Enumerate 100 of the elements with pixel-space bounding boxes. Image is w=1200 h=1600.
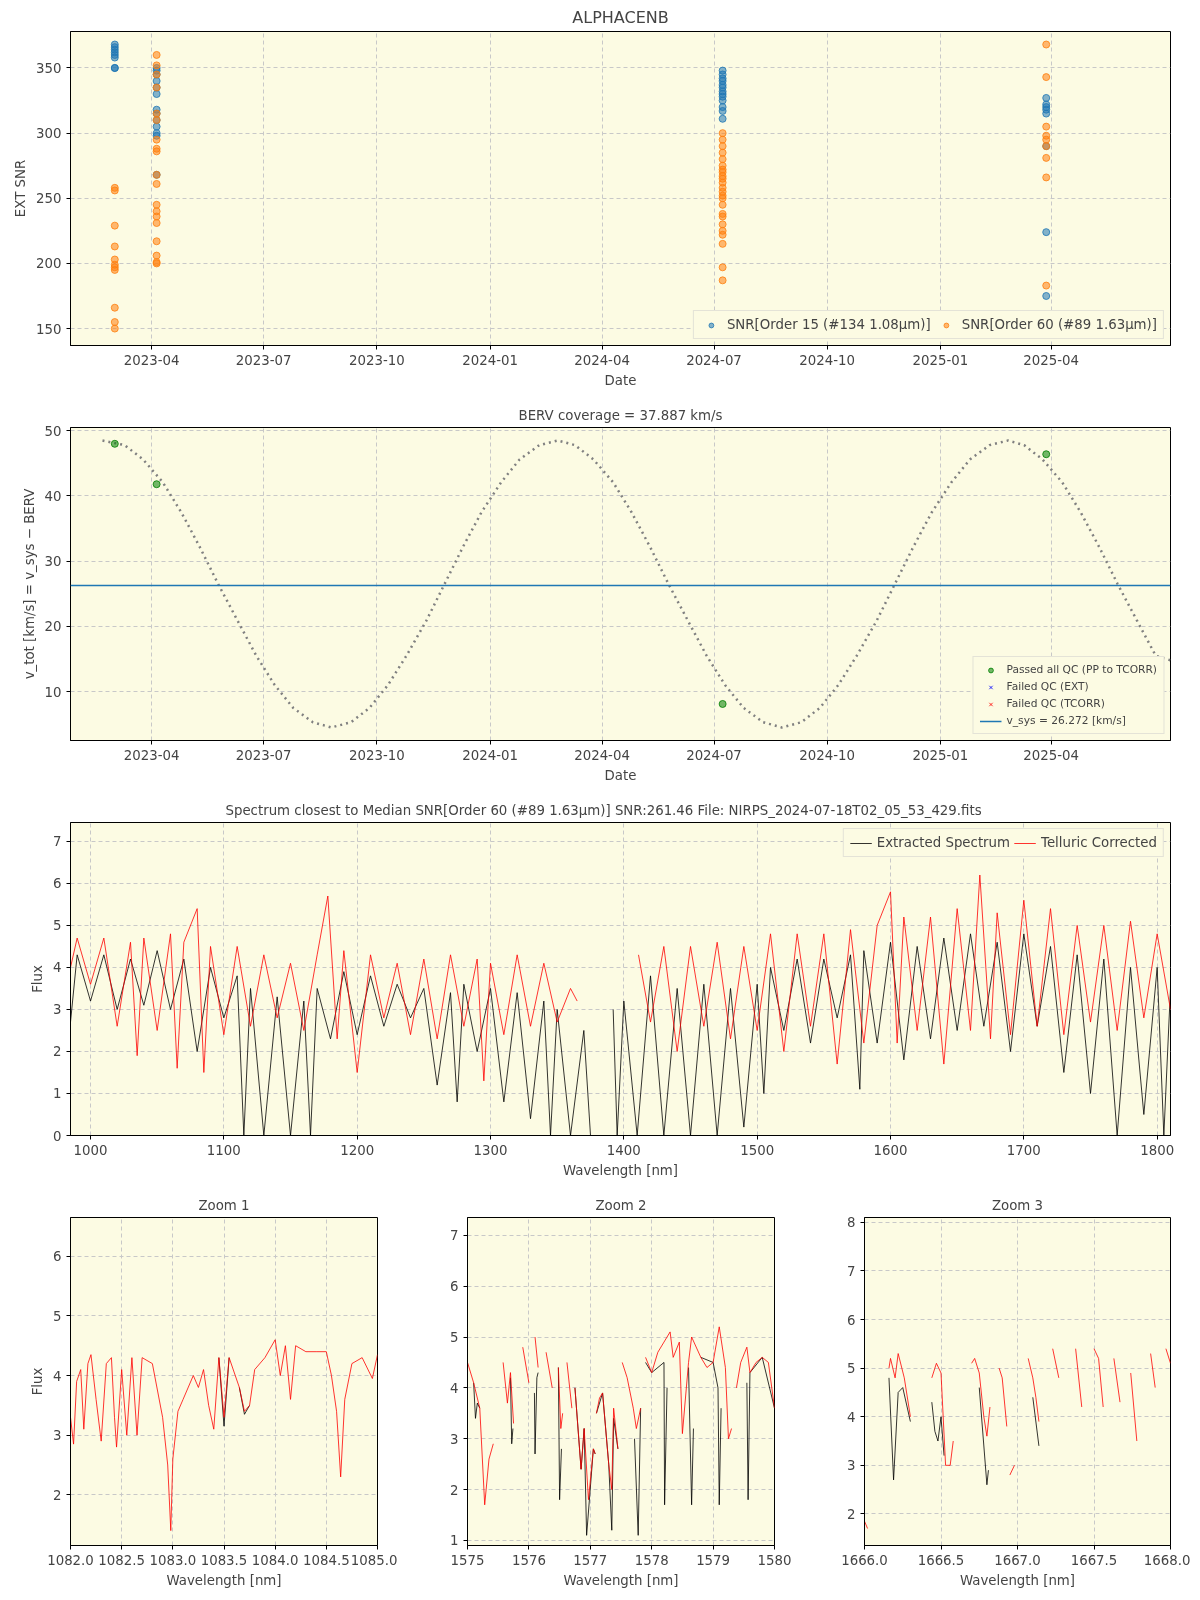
y-tick-label: 300	[36, 126, 62, 142]
chart-title: Spectrum closest to Median SNR[Order 60 (#89 1.63μm)] SNR:261.46 File: NIRPS_2024-07-18T02_05_53_429.fits	[225, 802, 982, 818]
y-tick-label: 3	[53, 1428, 62, 1444]
y-tick-label: 5	[450, 1330, 459, 1345]
x-axis-title: Wavelength [nm]	[959, 1572, 1076, 1588]
y-tick-label: 1	[450, 1533, 459, 1549]
y-tick-label: 5	[53, 1308, 62, 1324]
y-tick-label: 30	[44, 554, 62, 570]
x-tick-label: 2024-10	[799, 352, 856, 368]
x-tick-label: 1084.5	[303, 1552, 350, 1568]
x-tick-label: 2024-07	[686, 747, 742, 763]
chart-title: Zoom 3	[991, 1197, 1044, 1213]
y-tick-label: 7	[450, 1228, 459, 1244]
x-tick-label: 2025-01	[912, 747, 969, 763]
legend-label: Telluric Corrected	[1041, 835, 1157, 850]
x-tick-label: 2023-04	[123, 747, 180, 763]
x-tick-label: 1577	[573, 1552, 608, 1568]
x-tick-label: 2024-10	[799, 747, 856, 763]
x-tick-label: 1667.5	[1070, 1552, 1118, 1568]
point	[152, 90, 161, 99]
y-tick-label: 3	[847, 1458, 856, 1474]
y-tick-label: 1	[53, 1086, 62, 1102]
x-tick-label: 1668.0	[1143, 1552, 1191, 1568]
legend-label: Failed QC (EXT)	[1006, 680, 1089, 693]
y-tick-label: 7	[847, 1263, 856, 1279]
y-axis-title: v_tot [km/s] = v_sys − BERV	[21, 488, 37, 680]
x-axis-title: Wavelength [nm]	[563, 1572, 679, 1588]
x-tick-label: 2025-01	[912, 352, 969, 368]
y-tick-label: 2	[53, 1044, 62, 1060]
y-tick-label: 4	[450, 1380, 459, 1396]
point	[718, 114, 727, 123]
y-tick-label: 5	[53, 918, 62, 934]
x-axis-title: Date	[604, 767, 637, 783]
x-tick-label: 2024-01	[462, 352, 518, 368]
x-tick-label: 2025-04	[1023, 352, 1080, 368]
x-tick-label: 1575	[450, 1552, 485, 1568]
y-tick-label: 6	[53, 1249, 62, 1265]
chart-title: ALPHACENB	[572, 7, 669, 27]
y-tick-label: 50	[44, 423, 62, 439]
x-tick-label: 2023-07	[235, 747, 292, 763]
point	[1042, 228, 1051, 237]
x-tick-label: 1600	[873, 1142, 908, 1158]
y-tick-label: 150	[36, 321, 62, 337]
x-tick-label: 1667.0	[994, 1552, 1041, 1568]
x-tick-label: 1083.5	[200, 1552, 248, 1568]
y-tick-label: 2	[53, 1487, 62, 1503]
x-tick-label: 1200	[340, 1142, 375, 1158]
x-tick-label: 1666.0	[841, 1552, 888, 1568]
x-tick-label: 1580	[757, 1552, 792, 1568]
y-tick-label: 2	[450, 1482, 459, 1498]
x-tick-label: 1084.0	[251, 1552, 299, 1568]
y-tick-label: 10	[44, 684, 62, 700]
legend-label: Failed QC (TCORR)	[1006, 697, 1105, 710]
y-axis-title: Flux	[30, 965, 46, 993]
x-tick-label: 2024-01	[462, 747, 518, 763]
y-tick-label: 4	[53, 960, 62, 976]
y-tick-label: 200	[36, 256, 62, 272]
y-tick-label: 7	[53, 834, 62, 850]
y-tick-label: 6	[53, 876, 62, 892]
point	[110, 439, 119, 448]
x-tick-label: 2023-10	[349, 747, 405, 763]
y-tick-label: 350	[36, 60, 62, 76]
y-tick-label: 40	[44, 488, 62, 504]
y-tick-label: 4	[53, 1368, 62, 1384]
x-tick-label: 2025-04	[1023, 747, 1080, 763]
x-tick-label: 2024-04	[574, 352, 630, 368]
x-tick-label: 2023-10	[349, 352, 405, 368]
legend-label: Extracted Spectrum	[876, 835, 1011, 850]
x-tick-label: 2024-07	[686, 352, 742, 368]
line-series	[70, 1339, 378, 1531]
y-tick-label: 6	[450, 1279, 459, 1295]
x-tick-label: 1579	[696, 1552, 731, 1568]
x-tick-label: 1082.0	[47, 1552, 94, 1568]
y-tick-label: 250	[36, 191, 62, 207]
point	[1042, 450, 1051, 459]
y-axis-title: Flux	[30, 1367, 46, 1396]
x-tick-label: 1578	[634, 1552, 669, 1568]
point	[1042, 109, 1051, 118]
point	[718, 96, 727, 105]
x-axis-title: Wavelength [nm]	[562, 1162, 679, 1178]
point	[1042, 292, 1051, 300]
x-tick-label: 2023-04	[123, 352, 180, 368]
y-tick-label: 20	[44, 619, 62, 635]
point	[718, 699, 727, 708]
y-tick-label: 3	[450, 1431, 459, 1447]
x-tick-label: 1082.5	[98, 1552, 145, 1568]
x-tick-label: 1085.0	[350, 1552, 398, 1568]
x-tick-label: 2024-04	[574, 747, 630, 763]
x-axis-title: Wavelength [nm]	[166, 1572, 282, 1588]
x-tick-label: 2023-07	[235, 352, 292, 368]
x-tick-label: 1100	[206, 1142, 241, 1158]
x-axis-title: Date	[604, 372, 637, 388]
y-axis-title: EXT SNR	[13, 159, 29, 218]
legend-label: SNR[Order 15 (#134 1.08μm)]	[726, 317, 931, 332]
chart-title: Zoom 2	[595, 1197, 647, 1213]
legend-label: v_sys = 26.272 [km/s]	[1006, 714, 1126, 727]
x-tick-label: 1300	[473, 1142, 508, 1158]
point	[1042, 93, 1051, 102]
x-tick-label: 1700	[1006, 1142, 1041, 1158]
chart-title: Zoom 1	[198, 1197, 250, 1213]
